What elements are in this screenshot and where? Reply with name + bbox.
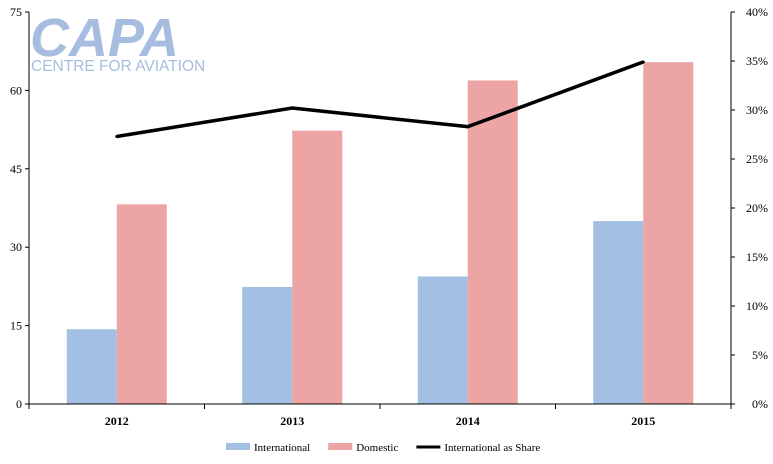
right-tick-label: 35% xyxy=(746,54,768,68)
legend-swatch-international xyxy=(226,443,250,450)
share-line xyxy=(115,60,645,139)
right-tick-label: 15% xyxy=(746,250,768,264)
right-tick-label: 25% xyxy=(746,152,768,166)
share-point-2015 xyxy=(641,60,645,64)
left-tick-label: 0 xyxy=(16,397,22,411)
legend-swatch-domestic xyxy=(328,443,353,450)
bar-domestic-2014 xyxy=(467,80,518,404)
right-tick-label: 10% xyxy=(746,299,768,313)
capa-logo-text: CAPA xyxy=(30,8,179,68)
capa-logo: CAPA CENTRE FOR AVIATION xyxy=(30,8,205,75)
share-point-2012 xyxy=(115,134,119,138)
legend: International Domestic International as Sh… xyxy=(226,442,540,454)
share-point-2013 xyxy=(290,106,294,110)
category-label-2013: 2013 xyxy=(280,414,304,428)
left-tick-label: 75 xyxy=(10,5,22,19)
bar-international-2012 xyxy=(66,329,117,404)
bars xyxy=(66,62,694,405)
bar-international-2015 xyxy=(593,221,644,404)
right-tick-label: 40% xyxy=(746,5,768,19)
right-tick-label: 20% xyxy=(746,201,768,215)
line-international-as-share xyxy=(116,60,644,139)
left-tick-label: 45 xyxy=(10,162,22,176)
legend-label-international-as-share: International as Share xyxy=(444,442,540,454)
bar-domestic-2015 xyxy=(643,62,694,405)
bar-domestic-2012 xyxy=(116,204,167,404)
bar-domestic-2013 xyxy=(292,130,343,405)
share-point-2014 xyxy=(466,125,470,129)
left-tick-label: 60 xyxy=(10,83,22,97)
capa-tagline: CENTRE FOR AVIATION xyxy=(31,58,205,75)
left-axis-ticks: 0 15 30 45 60 75 xyxy=(10,5,29,411)
bar-international-2014 xyxy=(417,276,468,404)
legend-label-domestic: Domestic xyxy=(356,442,398,454)
right-axis-ticks: 0% 5% 10% 15% 20% 25% 30% 35% 40% xyxy=(731,5,768,411)
left-tick-label: 30 xyxy=(10,240,22,254)
category-label-2015: 2015 xyxy=(631,414,655,428)
axes xyxy=(28,12,732,409)
right-tick-label: 0% xyxy=(752,397,768,411)
bar-international-2013 xyxy=(242,286,293,404)
legend-label-international: International xyxy=(254,442,310,454)
right-tick-label: 5% xyxy=(752,348,768,362)
category-label-2012: 2012 xyxy=(105,414,129,428)
category-label-2014: 2014 xyxy=(456,414,480,428)
right-tick-label: 30% xyxy=(746,103,768,117)
left-tick-label: 15 xyxy=(10,319,22,333)
category-labels: 2012 2013 2014 2015 xyxy=(105,414,656,428)
